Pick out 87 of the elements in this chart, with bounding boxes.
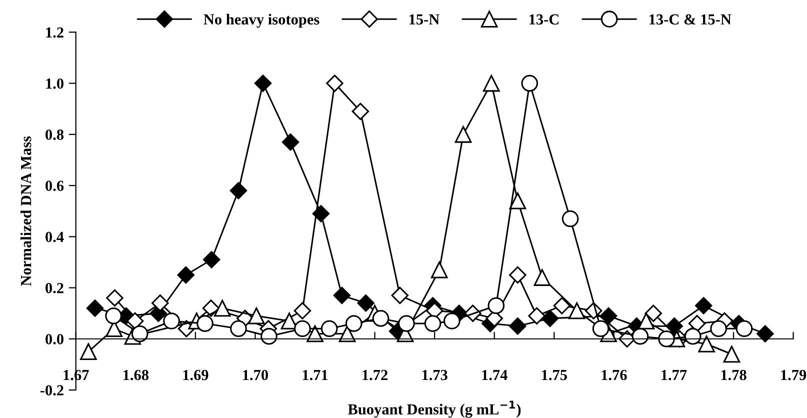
point: [736, 320, 753, 338]
legend-label: 13-C & 15-N: [650, 14, 732, 25]
x-tick-label: 1.75: [542, 370, 567, 380]
point: [260, 328, 278, 345]
point: [694, 297, 712, 314]
point: [294, 320, 311, 338]
point: [534, 269, 551, 286]
point: [357, 294, 374, 312]
point: [131, 325, 148, 342]
point: [541, 310, 559, 328]
y-tick-label: 0.2: [46, 282, 64, 294]
legend-label: 15-N: [410, 14, 440, 25]
point: [248, 307, 265, 324]
y-axis-title: Normalized DNA Mass: [20, 136, 32, 286]
point: [644, 304, 662, 322]
x-tick-label: 1.72: [362, 370, 388, 380]
point: [230, 320, 247, 338]
point: [106, 289, 124, 307]
point: [723, 346, 740, 363]
point: [600, 307, 618, 324]
y-tick-label: 1.2: [46, 27, 64, 38]
x-tick-label: 1.74: [482, 370, 508, 380]
point: [333, 286, 351, 304]
point: [454, 126, 472, 143]
point: [398, 315, 415, 332]
point: [562, 210, 579, 228]
y-tick-label: -0.2: [40, 385, 64, 396]
x-tick-label: 1.78: [721, 370, 746, 380]
point: [230, 182, 248, 200]
point: [202, 251, 220, 268]
point: [509, 192, 526, 210]
point: [196, 315, 214, 332]
point: [592, 320, 610, 338]
y-tick-label: 0.6: [46, 180, 64, 192]
point: [372, 310, 390, 327]
x-axis-title: Buoyant Density (g mL$^{−1}$): [348, 400, 521, 418]
y-tick-label: 0.8: [46, 130, 64, 140]
x-tick-label: 1.69: [183, 370, 208, 380]
point: [105, 307, 122, 324]
x-tick-label: 1.68: [124, 370, 149, 380]
x-tick-label: 1.77: [662, 370, 687, 380]
point: [509, 266, 526, 284]
x-tick-label: 1.79: [781, 370, 806, 380]
point: [163, 312, 180, 330]
point: [424, 315, 442, 332]
point: [756, 325, 774, 342]
point: [553, 297, 571, 314]
point: [632, 328, 649, 345]
point: [214, 300, 231, 317]
y-tick-label: 0.0: [46, 334, 64, 344]
point: [444, 312, 460, 330]
point: [509, 317, 526, 335]
point: [254, 74, 272, 92]
point: [326, 74, 344, 92]
x-tick-label: 1.70: [243, 370, 268, 380]
point: [80, 343, 97, 360]
point: [430, 261, 448, 278]
point: [482, 74, 500, 92]
legend-label: No heavy isotopes: [204, 14, 320, 28]
x-tick-label: 1.71: [302, 370, 328, 380]
point: [345, 315, 362, 332]
point: [698, 336, 715, 352]
point: [658, 330, 675, 348]
point: [152, 294, 169, 312]
x-tick-label: 1.76: [602, 370, 627, 380]
point: [488, 297, 505, 314]
point: [528, 307, 546, 324]
y-tick-label: 1.0: [46, 78, 64, 89]
point: [710, 320, 727, 338]
point: [638, 312, 655, 330]
legend-label: 13-C: [530, 14, 559, 25]
point: [177, 266, 194, 284]
point: [521, 74, 538, 92]
point: [202, 300, 220, 317]
point: [294, 302, 312, 320]
x-tick-label: 1.73: [422, 370, 448, 380]
point: [320, 320, 338, 338]
point: [568, 302, 586, 320]
point: [282, 133, 300, 151]
point: [312, 205, 330, 222]
point: [86, 300, 104, 317]
point: [684, 328, 702, 345]
y-tick-label: 0.4: [46, 232, 64, 242]
point: [352, 102, 370, 120]
point: [688, 314, 706, 332]
point: [391, 286, 409, 304]
point: [126, 312, 144, 330]
